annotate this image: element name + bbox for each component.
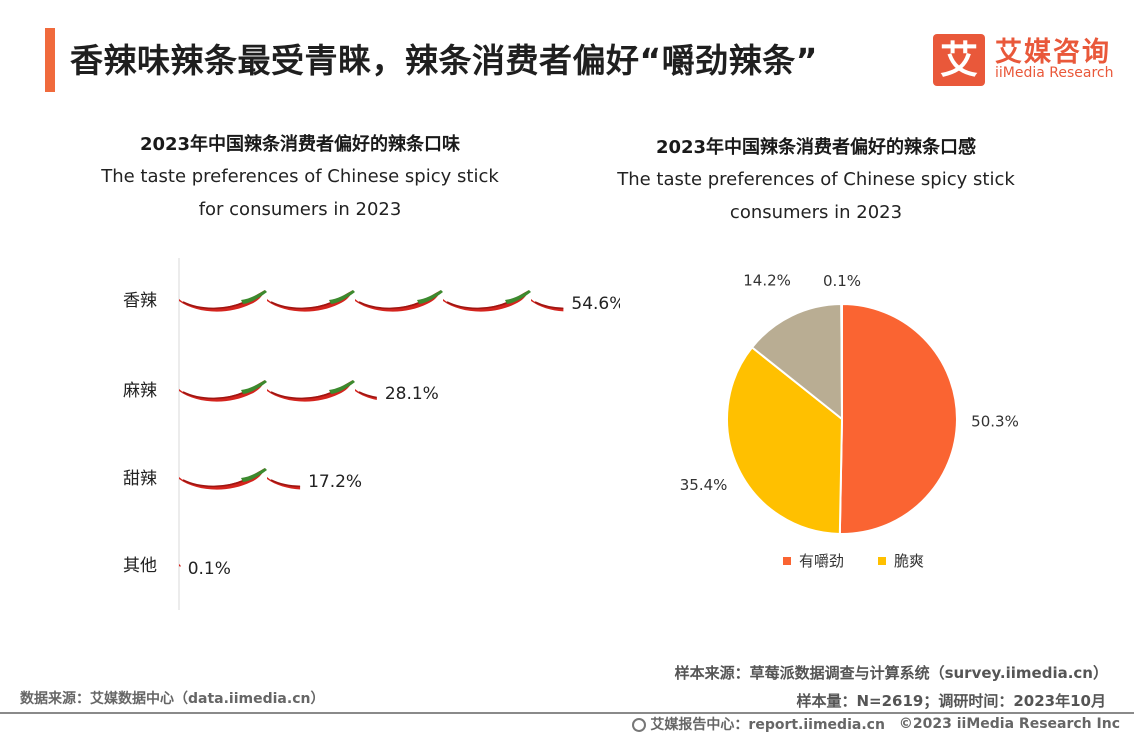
category-label: 麻辣 bbox=[123, 381, 157, 401]
pie-value-label: 35.4% bbox=[680, 476, 728, 494]
legend-swatch-crispy bbox=[878, 556, 887, 565]
footer-divider bbox=[0, 712, 1134, 714]
pie-value-label: 0.1% bbox=[823, 272, 861, 290]
brand-name-cn: 艾媒咨询 bbox=[995, 37, 1111, 68]
right-chart-title: 2023年中国辣条消费者偏好的辣条口感 bbox=[655, 137, 977, 158]
data-source: 数据来源：艾媒数据中心（data.iimedia.cn） bbox=[20, 691, 325, 707]
legend-label-chewy: 有嚼劲 bbox=[799, 552, 845, 570]
copyright: ©2023 iiMedia Research Inc bbox=[898, 716, 1120, 732]
pie-slice-chewy bbox=[838, 302, 958, 535]
value-label: 0.1% bbox=[188, 559, 231, 579]
pie-value-label: 14.2% bbox=[743, 271, 791, 289]
right-chart-subtitle-line-2: consumers in 2023 bbox=[729, 202, 903, 223]
value-label: 17.2% bbox=[308, 472, 362, 492]
left-chart-subtitle-line-1: The taste preferences of Chinese spicy s… bbox=[101, 166, 499, 187]
report-center-text: 艾媒报告中心：report.iimedia.cn bbox=[650, 717, 885, 733]
chili-pepper-icon bbox=[179, 289, 267, 313]
taste-pictograph-chart: 香辣 54.6% 麻辣 28.1% 甜辣 17.2% 其他 0.1% bbox=[123, 258, 620, 610]
value-label: 54.6% bbox=[571, 294, 620, 314]
page-title: 香辣味辣条最受青睐，辣条消费者偏好“嚼劲辣条” bbox=[70, 41, 818, 80]
chili-pepper-icon bbox=[443, 289, 531, 313]
pie-legend: 有嚼劲 脆爽 bbox=[783, 550, 924, 571]
texture-pie-chart: 50.3% 35.4% 14.2% 0.1% bbox=[680, 271, 1019, 535]
pie-slice-crispy bbox=[726, 345, 844, 535]
left-chart-title: 2023年中国辣条消费者偏好的辣条口味 bbox=[139, 134, 461, 155]
globe-icon bbox=[632, 718, 647, 732]
chili-pepper-icon bbox=[179, 379, 267, 403]
category-label: 香辣 bbox=[123, 291, 157, 311]
legend-swatch-chewy bbox=[783, 556, 791, 565]
footer: 艾媒报告中心：report.iimedia.cn ©2023 iiMedia R… bbox=[632, 714, 1120, 734]
brand-logo-icon: 艾 bbox=[933, 34, 985, 86]
pie-slice-other-a bbox=[750, 302, 844, 422]
category-label: 甜辣 bbox=[123, 469, 157, 489]
legend-item-chewy: 有嚼劲 bbox=[783, 550, 844, 571]
pie-slice-other-b bbox=[840, 302, 843, 420]
title-accent-bar bbox=[45, 28, 55, 92]
value-label: 28.1% bbox=[385, 384, 439, 404]
right-chart-subtitle-line-1: The taste preferences of Chinese spicy s… bbox=[617, 169, 1015, 190]
pie-value-label: 50.3% bbox=[971, 412, 1019, 430]
brand-logo: 艾 艾媒咨询 iiMedia Research bbox=[933, 30, 1114, 88]
sample-source: 样本来源：草莓派数据调查与计算系统（survey.iimedia.cn） bbox=[674, 664, 1108, 682]
chili-pepper-icon bbox=[267, 379, 355, 403]
chili-pepper-icon bbox=[179, 467, 267, 491]
legend-label-crispy: 脆爽 bbox=[894, 552, 925, 570]
brand-name-en: iiMedia Research bbox=[995, 65, 1114, 81]
legend-item-crispy: 脆爽 bbox=[878, 550, 924, 571]
category-label: 其他 bbox=[123, 556, 157, 576]
left-chart-subtitle-line-2: for consumers in 2023 bbox=[198, 199, 402, 220]
chili-pepper-icon bbox=[355, 289, 443, 313]
report-center-link[interactable]: 艾媒报告中心：report.iimedia.cn bbox=[632, 714, 885, 734]
sample-size: 样本量：N=2619；调研时间：2023年10月 bbox=[796, 692, 1107, 710]
chili-pepper-icon bbox=[267, 289, 355, 313]
